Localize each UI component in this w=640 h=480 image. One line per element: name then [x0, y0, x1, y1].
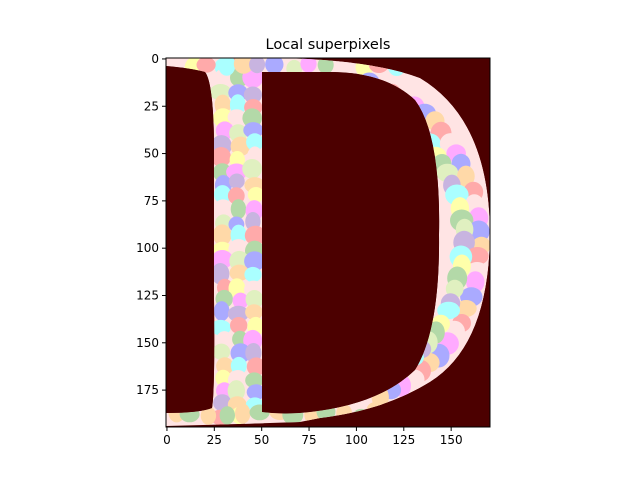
x-tick-label: 50 — [254, 433, 269, 447]
superpixel — [244, 225, 266, 246]
superpixel — [230, 317, 248, 334]
y-tick-label: 175 — [136, 383, 159, 397]
superpixel — [214, 185, 231, 204]
y-tick-label: 125 — [136, 288, 159, 302]
superpixel — [437, 301, 460, 320]
superpixel — [211, 147, 231, 167]
superpixel — [242, 159, 262, 179]
letter-counter-overlay — [262, 72, 440, 414]
x-tick-label: 125 — [392, 433, 415, 447]
superpixel — [230, 356, 247, 375]
x-tick-label: 150 — [440, 433, 463, 447]
y-tick-label: 0 — [151, 52, 159, 66]
superpixel — [317, 58, 334, 74]
superpixel — [243, 86, 262, 104]
chart-title: Local superpixels — [266, 37, 391, 53]
superpixel — [245, 304, 263, 320]
superpixel — [245, 290, 264, 309]
superpixel — [212, 343, 231, 360]
axes — [165, 57, 491, 428]
superpixel — [247, 187, 265, 203]
superpixel — [244, 251, 265, 272]
x-tick-label: 0 — [163, 433, 171, 447]
superpixel — [300, 58, 317, 73]
y-tick-label: 150 — [136, 336, 159, 350]
superpixel — [229, 264, 250, 281]
superpixel — [227, 305, 249, 322]
superpixel — [246, 133, 264, 151]
superpixel — [230, 136, 251, 156]
superpixel — [245, 372, 264, 389]
letter-left-overlay — [166, 66, 215, 413]
superpixel — [213, 301, 230, 322]
y-tick-label: 75 — [144, 194, 159, 208]
letter-image — [166, 58, 490, 427]
superpixel — [212, 224, 232, 246]
superpixel — [196, 58, 216, 73]
y-tick-label: 100 — [136, 241, 159, 255]
superpixel — [249, 58, 266, 74]
superpixel — [265, 58, 284, 74]
superpixel — [227, 380, 245, 402]
superpixel — [228, 173, 245, 189]
superpixel — [214, 199, 233, 216]
y-tick-label: 25 — [144, 99, 159, 113]
superpixel — [457, 165, 475, 187]
superpixel — [466, 247, 489, 265]
superpixel — [235, 403, 251, 424]
superpixel — [200, 406, 217, 425]
superpixel — [218, 58, 236, 76]
x-tick-label: 100 — [345, 433, 368, 447]
superpixel — [227, 109, 246, 125]
superpixel — [246, 357, 266, 377]
letter-right-overlay — [300, 58, 490, 427]
superpixel-patches — [166, 58, 490, 426]
x-tick-label: 25 — [207, 433, 222, 447]
superpixel — [455, 300, 477, 317]
superpixel — [219, 406, 235, 425]
superpixel — [230, 199, 247, 220]
superpixel — [244, 266, 262, 283]
y-axis: 0 25 50 75 100 125 150 175 — [136, 52, 166, 397]
x-tick-label: 75 — [301, 433, 316, 447]
superpixel — [246, 384, 266, 400]
superpixel — [232, 292, 249, 309]
superpixel — [215, 369, 232, 386]
x-axis: 0 25 50 75 100 125 150 — [163, 427, 463, 447]
axes-frame — [165, 57, 491, 428]
superpixel — [233, 58, 254, 74]
y-tick-label: 50 — [144, 147, 159, 161]
